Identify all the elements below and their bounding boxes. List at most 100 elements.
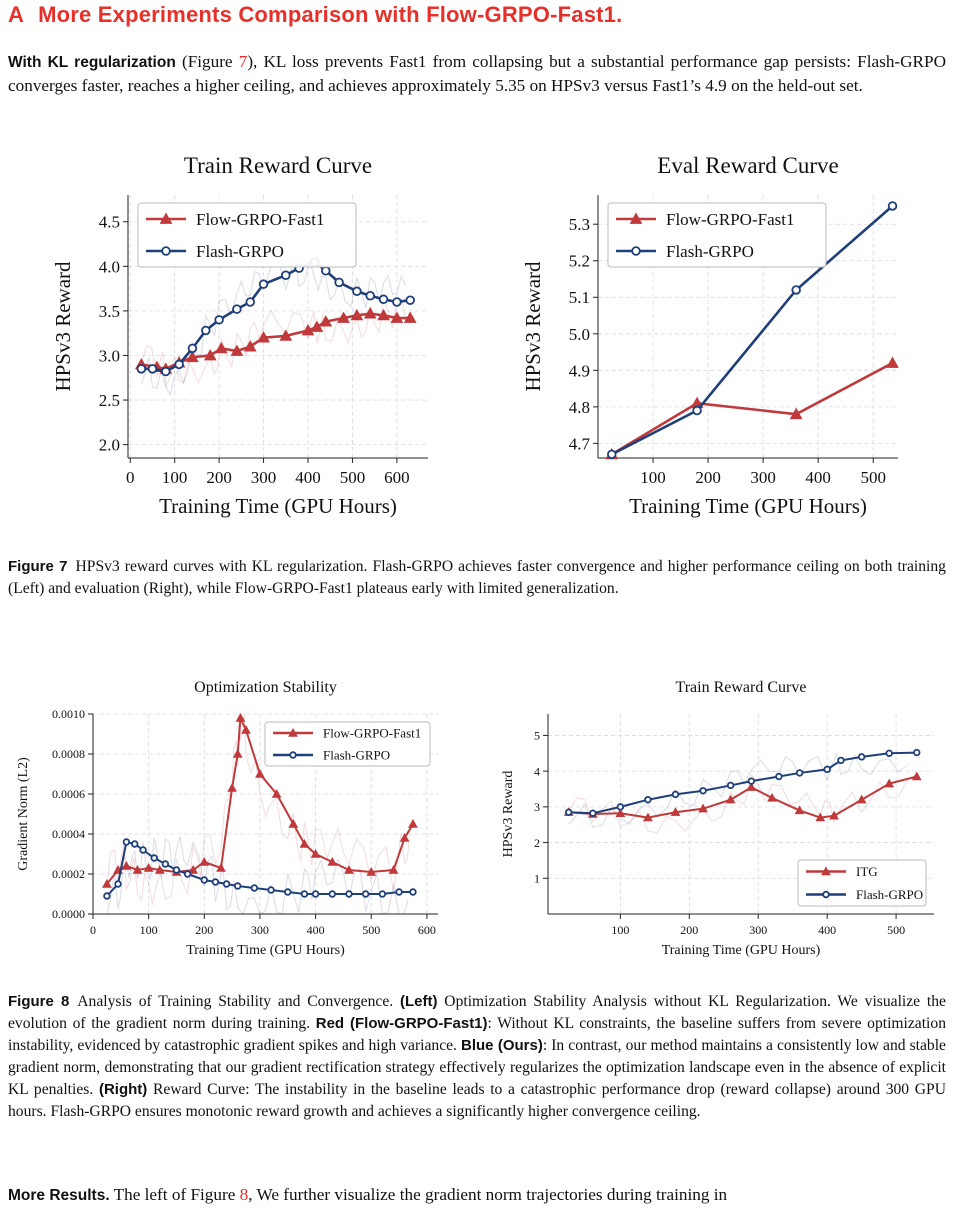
chart1-legend-marker-flash-grpo xyxy=(631,246,641,256)
chart0-point-flow-grpo-fast1 xyxy=(186,350,199,363)
chart0-ytick-label: 2.5 xyxy=(99,391,120,410)
chart2-point-flash-grpo xyxy=(122,838,131,846)
chart3-point-flash-grpo xyxy=(699,787,707,795)
chart2-noise-flash-grpo xyxy=(106,836,409,915)
chart2-legend: Flow-GRPO-Fast1 Flash-GRPO xyxy=(264,721,431,767)
chart3-point-flash-grpo xyxy=(823,765,831,774)
chart2-point-flow-grpo-fast1 xyxy=(255,768,265,778)
chart2-ylabel: Gradient Norm (L2) xyxy=(16,757,31,871)
chart0-point-flow-grpo-fast1 xyxy=(203,348,217,361)
chart2-point-flow-grpo-fast1 xyxy=(232,748,243,758)
chart0-point-flash-grpo xyxy=(352,286,362,297)
chart3-point-itg xyxy=(746,782,757,791)
section-number: A xyxy=(8,2,25,27)
chart2-point-flash-grpo xyxy=(300,890,309,898)
chart3-point-flash-grpo xyxy=(747,777,756,785)
chart3-xtick-label: 400 xyxy=(818,923,836,937)
figure-8-text-2: Optimization Stability Analysis without … xyxy=(8,993,946,1032)
chart0-legend-marker-flash-grpo xyxy=(161,246,171,256)
chart3-legend-marker-itg xyxy=(821,866,831,876)
chart0-point-flow-grpo-fast1 xyxy=(363,307,377,319)
chart2-point-flow-grpo-fast1 xyxy=(199,856,210,866)
more-results-text-2: , We further visualize the gradient norm… xyxy=(248,1185,728,1204)
chart2-point-flash-grpo xyxy=(211,878,220,886)
more-results-paragraph: More Results. The left of Figure 8, We f… xyxy=(8,1183,946,1207)
chart3-point-itg xyxy=(815,812,826,822)
chart2-xtick-label: 600 xyxy=(418,923,436,937)
chart1-ylabel: HPSv3 Reward xyxy=(521,261,545,392)
chart1-xtick-label: 500 xyxy=(860,468,886,487)
chart1-xtick-label: 400 xyxy=(805,468,831,487)
chart2-point-flow-grpo-fast1 xyxy=(344,864,354,874)
chart0-legend-label-flash-grpo: Flash-GRPO xyxy=(196,242,284,261)
chart0-point-flow-grpo-fast1 xyxy=(403,311,417,323)
figure-8-text-3: : Without KL constraints, the baseline s… xyxy=(8,1015,946,1054)
chart0-point-flash-grpo xyxy=(187,343,198,354)
chart0-point-flash-grpo xyxy=(321,266,331,276)
chart0-point-flash-grpo xyxy=(245,297,255,307)
chart1-xtick-label: 100 xyxy=(640,468,666,487)
chart0-ytick-label: 3.0 xyxy=(99,346,120,365)
chart1-legend-box xyxy=(607,202,827,268)
chart0-point-flash-grpo xyxy=(232,304,242,314)
intro-lead: With KL regularization xyxy=(8,54,176,71)
chart3-point-flash-grpo xyxy=(616,803,625,811)
chart2-point-flow-grpo-fast1 xyxy=(132,864,143,874)
chart2-point-flash-grpo xyxy=(183,870,192,878)
chart0-legend-label-flow-grpo-fast1: Flow-GRPO-Fast1 xyxy=(196,210,324,229)
chart0-point-flash-grpo xyxy=(281,270,291,280)
figure-8-text-4: : In contrast, our method maintains a co… xyxy=(8,1037,946,1098)
chart2-point-flow-grpo-fast1 xyxy=(235,712,246,722)
figure-7-link[interactable]: 7 xyxy=(238,52,248,71)
chart3-point-flash-grpo xyxy=(857,753,866,761)
chart3-point-itg xyxy=(884,778,895,788)
chart3-point-itg xyxy=(725,794,736,804)
chart2-xtick-label: 200 xyxy=(195,923,213,937)
chart3-point-flash-grpo xyxy=(564,808,573,816)
figure-8-text-5: Reward Curve: The instability in the bas… xyxy=(8,1081,946,1120)
chart0-ytick-label: 4.0 xyxy=(99,257,120,276)
chart3-point-itg xyxy=(911,771,922,781)
chart0-point-flash-grpo xyxy=(136,364,147,374)
eval-reward-chart: Eval Reward Curve 100 200 300 400 500 4.7 4.8 4.… xyxy=(521,153,899,518)
figure-8-link[interactable]: 8 xyxy=(239,1185,249,1204)
chart3-point-itg xyxy=(670,807,681,816)
chart0-legend-box xyxy=(137,202,357,268)
chart2-point-flash-grpo xyxy=(200,876,208,884)
chart3-point-flash-grpo xyxy=(837,756,845,765)
chart0-ytick-label: 3.5 xyxy=(99,302,120,321)
chart3-xtick-label: 200 xyxy=(680,923,698,937)
chart3-legend-label-flash-grpo: Flash-GRPO xyxy=(856,887,923,902)
chart0-point-flow-grpo-fast1 xyxy=(350,308,364,321)
chart1-point-flash-grpo xyxy=(607,449,617,460)
chart0-xlabel: Training Time (GPU Hours) xyxy=(159,494,397,518)
chart3-point-flash-grpo xyxy=(775,772,783,781)
chart0-noise-flash-grpo xyxy=(140,257,407,397)
chart2-point-flash-grpo xyxy=(284,888,292,896)
chart0-point-flash-grpo xyxy=(147,364,158,374)
chart2-point-flash-grpo xyxy=(361,890,370,898)
chart2-point-flash-grpo xyxy=(311,890,320,898)
chart2-ytick-label: 0.0002 xyxy=(52,867,85,881)
chart0-point-flow-grpo-fast1 xyxy=(279,329,293,341)
chart2-point-flash-grpo xyxy=(250,884,259,892)
chart3-ytick-label: 4 xyxy=(534,764,540,778)
chart2-point-flow-grpo-fast1 xyxy=(241,724,251,734)
chart1-point-flash-grpo xyxy=(692,405,702,416)
chart2-point-flash-grpo xyxy=(345,890,353,898)
chart3-point-itg xyxy=(794,805,805,815)
chart2-point-flow-grpo-fast1 xyxy=(288,818,299,828)
chart0-legend: Flow-GRPO-Fast1 Flash-GRPO xyxy=(137,202,357,268)
train-reward-itg-chart: Train Reward Curve 100 200 300 400 500 1 2 3 4 5 Tr… xyxy=(501,679,934,958)
chart2-ytick-label: 0.0010 xyxy=(52,707,85,721)
chart1-legend-marker-flow-grpo-fast1 xyxy=(629,212,643,224)
figure-7-label: Figure 7 xyxy=(8,558,68,575)
chart0-point-flash-grpo xyxy=(405,295,415,305)
section-title: More Experiments Comparison with Flow-GR… xyxy=(38,2,623,27)
chart1-legend: Flow-GRPO-Fast1 Flash-GRPO xyxy=(607,202,827,268)
chart2-ytick-label: 0.0000 xyxy=(52,907,85,921)
chart2-point-flow-grpo-fast1 xyxy=(299,838,310,848)
figure-8-text-1: Analysis of Training Stability and Conve… xyxy=(77,993,400,1010)
intro-text-2: ), KL loss prevents Fast1 from collapsin… xyxy=(8,52,946,95)
chart0-ylabel: HPSv3 Reward xyxy=(51,261,75,392)
